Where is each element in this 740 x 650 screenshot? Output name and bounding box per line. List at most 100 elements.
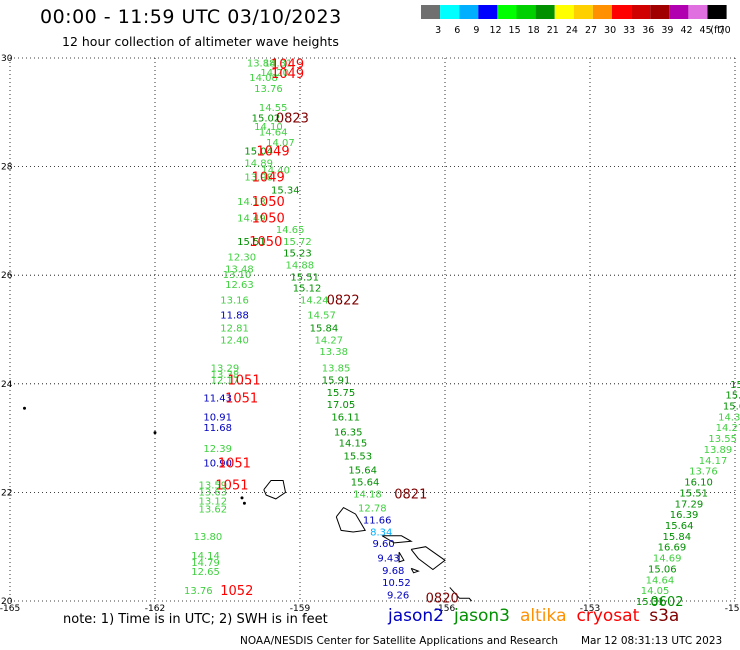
map-title: 00:00 - 11:59 UTC 03/10/2023 xyxy=(40,6,342,28)
legend-label: 24 xyxy=(566,25,578,36)
map-subtitle: 12 hour collection of altimeter wave hei… xyxy=(62,34,339,49)
wave-height-value: 14.14 xyxy=(191,551,220,562)
wave-height-value: 14.10 xyxy=(254,122,283,133)
lon-tick-label: -159 xyxy=(290,604,311,614)
legend-swatch xyxy=(631,5,651,19)
wave-height-value: 13.89 xyxy=(704,445,733,456)
legend-swatch xyxy=(440,5,460,19)
wave-height-value: 15.6 xyxy=(723,402,740,413)
legend-swatch xyxy=(707,5,727,19)
legend-label: 39 xyxy=(661,25,673,36)
wave-height-value: 14.64 xyxy=(646,575,675,586)
wave-height-value: 14.08 xyxy=(249,73,278,84)
legend-swatch xyxy=(650,5,670,19)
lat-tick-label: 24 xyxy=(1,380,13,390)
wave-height-value: 14.37 xyxy=(718,412,740,423)
wave-height-value: 15.06 xyxy=(648,564,677,575)
wave-height-value: 13.12 xyxy=(199,497,228,508)
island-coastline xyxy=(263,480,287,500)
wave-height-value: 13.63 xyxy=(199,487,228,498)
pass-time-label: 0602 xyxy=(650,595,683,610)
legend-unit: (ft) xyxy=(710,25,724,36)
wave-height-value: 14.89 xyxy=(244,158,273,169)
wave-height-value: 12.65 xyxy=(191,567,220,578)
wave-height-value: 13.48 xyxy=(225,265,254,276)
wave-height-value: 14.64 xyxy=(259,127,288,138)
wave-height-value: 14.05 xyxy=(641,586,670,597)
island-coastline xyxy=(335,506,367,533)
wave-height-value: 10.90 xyxy=(203,459,232,470)
legend-label: 18 xyxy=(528,25,540,36)
wave-height-value: 13.85 xyxy=(322,364,351,375)
wave-height-value: 15.91 xyxy=(322,375,351,386)
wave-height-value: 15.34 xyxy=(271,185,300,196)
legend-swatch xyxy=(516,5,536,19)
wave-height-value: 15.75 xyxy=(327,388,356,399)
legend-swatch xyxy=(459,5,479,19)
wave-height-value: 14.18 xyxy=(353,489,382,500)
wave-height-value: 15.64 xyxy=(665,521,694,532)
legend-label: 6 xyxy=(454,25,460,36)
wave-height-value: 15 xyxy=(730,380,740,391)
wave-height-value: 14.49 xyxy=(237,214,266,225)
pass-time-label: 1049 xyxy=(252,170,285,185)
islet-marker xyxy=(153,431,157,435)
island-coastline xyxy=(398,551,405,563)
islet-marker xyxy=(23,406,26,410)
wave-height-value: 11.66 xyxy=(363,516,392,527)
island-coastline xyxy=(449,587,472,602)
legend-swatch xyxy=(478,5,498,19)
lat-tick-label: 28 xyxy=(1,163,13,173)
wave-height-value: 14.88 xyxy=(286,260,315,271)
pass-time-label: 1051 xyxy=(228,373,261,388)
wave-height-value: 12.78 xyxy=(358,504,387,515)
wave-height-value: 15.84 xyxy=(310,323,339,334)
wave-height-value: 16.10 xyxy=(684,478,713,489)
island-coastline xyxy=(381,535,413,544)
wave-height-value: 15.51 xyxy=(290,272,319,283)
pass-time-label: 1049 xyxy=(271,67,304,82)
wave-height-value: 11.68 xyxy=(203,423,232,434)
island-coastline xyxy=(410,546,446,571)
pass-time-label: 1051 xyxy=(225,391,258,406)
legend-swatch xyxy=(554,5,574,19)
lon-tick-label: -165 xyxy=(0,604,20,614)
wave-height-value: 9.60 xyxy=(373,539,395,550)
wave-height-value: 13.88 xyxy=(247,58,276,69)
lon-tick-label: -153 xyxy=(580,604,600,614)
wave-height-value: 14.57 xyxy=(307,310,336,321)
satellite-name-altika: altika xyxy=(520,606,567,626)
wave-height-value: 13.59 xyxy=(199,480,228,491)
wave-height-value: 12.39 xyxy=(203,444,232,455)
legend-label: 45 xyxy=(700,25,712,36)
satellite-name-jason2: jason2 xyxy=(388,606,444,626)
wave-height-value: 11.88 xyxy=(220,310,249,321)
coastlines xyxy=(23,406,472,602)
wave-height-value: 16.69 xyxy=(658,543,687,554)
legend-label: 12 xyxy=(489,25,501,36)
pass-time-label: 0821 xyxy=(394,487,427,502)
legend-label: 27 xyxy=(585,25,597,36)
island-coastline xyxy=(410,567,420,574)
wave-height-value: 12.30 xyxy=(228,253,257,264)
legend-swatch xyxy=(688,5,708,19)
wave-height-value: 15.3 xyxy=(725,391,740,402)
satellite-name-jason3: jason3 xyxy=(454,606,510,626)
legend-label: 70 xyxy=(719,25,731,36)
wave-height-value: 15.72 xyxy=(283,237,312,248)
pass-time-label: 1052 xyxy=(220,584,253,599)
lat-tick-label: 30 xyxy=(1,54,13,64)
wave-height-value: 13.16 xyxy=(220,296,249,307)
legend-label: 36 xyxy=(642,25,654,36)
pass-time-label: 0823 xyxy=(276,112,309,127)
wave-height-value: 16.39 xyxy=(670,510,699,521)
pass-times: 1049104908231049104910501050105008221051… xyxy=(215,57,683,610)
wave-height-value: 14.24 xyxy=(300,296,329,307)
wave-height-value: 15.04 xyxy=(244,146,273,157)
lat-tick-label: 22 xyxy=(1,488,12,498)
legend-label: 42 xyxy=(680,25,692,36)
satellite-name-s3a: s3a xyxy=(649,606,680,626)
legend-swatch xyxy=(497,5,517,19)
pass-time-label: 0820 xyxy=(426,592,459,607)
